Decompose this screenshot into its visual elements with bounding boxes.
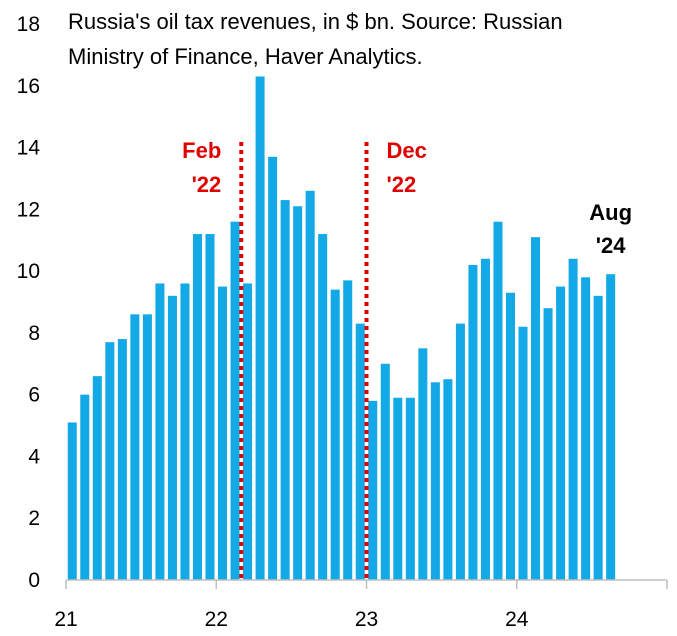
y-tick-label: 0	[28, 569, 40, 592]
event-label: Feb	[182, 138, 221, 163]
bar	[455, 323, 465, 580]
bar	[531, 237, 541, 580]
y-tick-label: 6	[28, 384, 40, 407]
bar	[293, 206, 303, 581]
bar	[468, 264, 478, 580]
bar	[556, 286, 566, 580]
bar	[543, 308, 553, 580]
x-tick-label: 22	[205, 608, 228, 631]
bar	[130, 314, 140, 580]
bar	[606, 274, 616, 580]
bar	[92, 376, 102, 580]
bar	[230, 221, 240, 580]
bar	[155, 283, 165, 580]
bar	[393, 397, 403, 580]
bar	[380, 363, 390, 580]
bar	[80, 394, 90, 580]
bar-series	[67, 76, 616, 581]
event-label: '22	[192, 172, 222, 197]
bar	[192, 234, 202, 581]
x-tick-label: 21	[54, 608, 77, 631]
end-label: Aug '24	[589, 200, 632, 258]
bar	[330, 289, 340, 580]
bar	[105, 342, 115, 580]
bar	[255, 76, 265, 580]
y-tick-label: 8	[28, 322, 40, 345]
bar	[218, 286, 228, 580]
event-markers: Feb '22 Dec '22	[182, 138, 427, 580]
bar	[142, 314, 152, 580]
bar	[280, 200, 290, 580]
bar	[180, 283, 190, 580]
x-tick-label: 24	[505, 608, 529, 631]
bar	[305, 190, 315, 581]
bar	[593, 295, 603, 580]
x-tick-label: 23	[355, 608, 378, 631]
event-label: '22	[387, 172, 417, 197]
bar	[368, 400, 378, 580]
y-tick-label: 16	[17, 75, 40, 98]
y-tick-label: 18	[17, 13, 40, 36]
chart-title: Russia's oil tax revenues, in $ bn. Sour…	[68, 9, 563, 69]
bar	[67, 422, 77, 580]
bar	[268, 156, 278, 580]
bar	[167, 295, 177, 580]
end-label-line: Aug	[589, 200, 632, 225]
chart-title-line-1: Russia's oil tax revenues, in $ bn. Sour…	[68, 9, 563, 34]
y-tick-label: 4	[28, 445, 40, 468]
bar	[405, 397, 415, 580]
bar	[581, 277, 591, 580]
y-tick-label: 14	[17, 137, 41, 160]
bar	[480, 258, 490, 580]
bar	[505, 292, 515, 580]
bar	[443, 379, 453, 580]
bar	[418, 348, 428, 580]
bar	[430, 382, 440, 580]
bar	[318, 234, 328, 581]
bar	[205, 234, 215, 581]
bar	[243, 283, 253, 580]
chart-title-line-2: Ministry of Finance, Haver Analytics.	[68, 44, 423, 69]
y-tick-label: 12	[17, 198, 40, 221]
bar	[117, 339, 127, 580]
y-tick-label: 10	[17, 260, 40, 283]
x-axis: 21 22 23 24	[54, 580, 668, 631]
bar	[355, 323, 365, 580]
event-label: Dec	[387, 138, 427, 163]
end-label-line: '24	[596, 233, 626, 258]
y-axis: 0 2 4 6 8 10 12 14 16 18	[17, 13, 41, 592]
bar	[343, 280, 353, 580]
bar	[493, 221, 503, 580]
y-tick-label: 2	[28, 507, 40, 530]
bar	[568, 258, 578, 580]
bar	[518, 326, 528, 580]
